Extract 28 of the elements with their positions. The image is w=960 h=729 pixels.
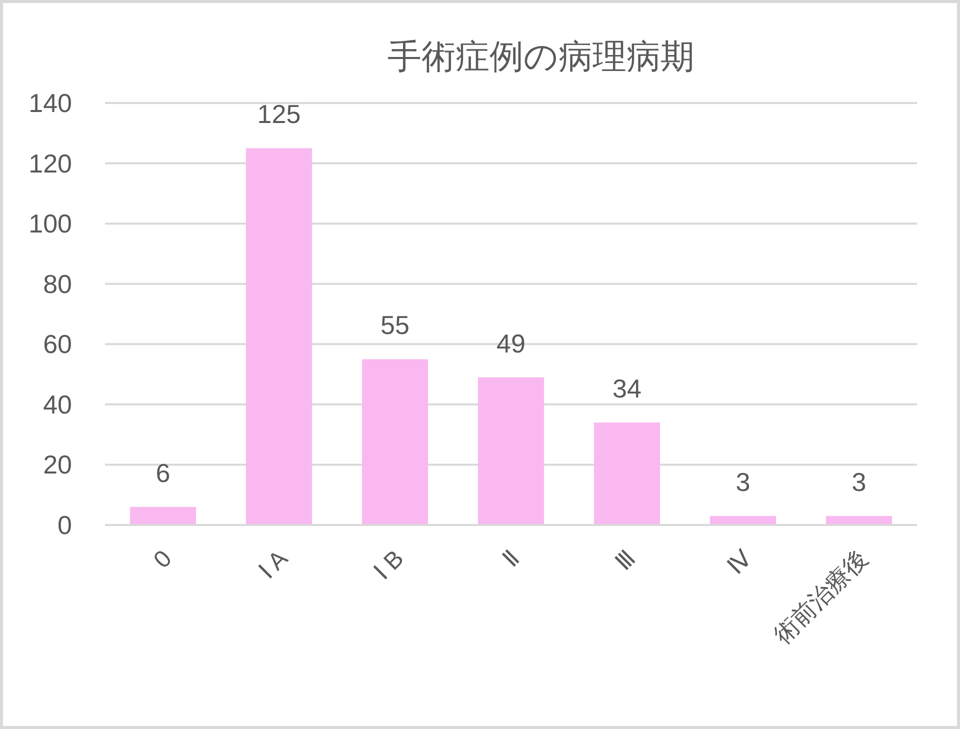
bar — [478, 377, 544, 525]
x-tick-label: Ⅰ B — [369, 545, 410, 586]
x-tick-label: Ⅳ — [722, 545, 758, 580]
bar — [362, 359, 428, 525]
chart-title: 手術症例の病理病期 — [388, 38, 694, 76]
y-tick-label: 40 — [43, 389, 72, 420]
y-tick-label: 140 — [28, 88, 72, 118]
y-tick-label: 60 — [43, 329, 72, 360]
bar — [246, 148, 312, 525]
data-label: 34 — [612, 374, 642, 404]
bar — [130, 506, 196, 525]
y-tick-label: 20 — [43, 450, 72, 480]
data-label: 55 — [380, 310, 410, 340]
data-label: 125 — [257, 99, 301, 130]
x-tick-label: Ⅰ A — [254, 545, 294, 584]
x-tick-label: 術前治療後 — [769, 545, 874, 650]
x-tick-label: 0 — [148, 545, 178, 574]
data-label: 49 — [496, 328, 526, 358]
y-tick-label: 0 — [58, 510, 72, 540]
y-tick-label: 120 — [28, 148, 72, 178]
bar — [594, 422, 660, 525]
x-tick-label: Ⅱ — [498, 545, 526, 573]
data-label: 6 — [156, 458, 170, 488]
y-tick-label: 100 — [28, 208, 72, 239]
y-tick-label: 80 — [43, 268, 72, 299]
data-label: 3 — [852, 466, 866, 497]
x-tick-label: Ⅲ — [610, 545, 642, 576]
data-label: 3 — [736, 466, 750, 497]
